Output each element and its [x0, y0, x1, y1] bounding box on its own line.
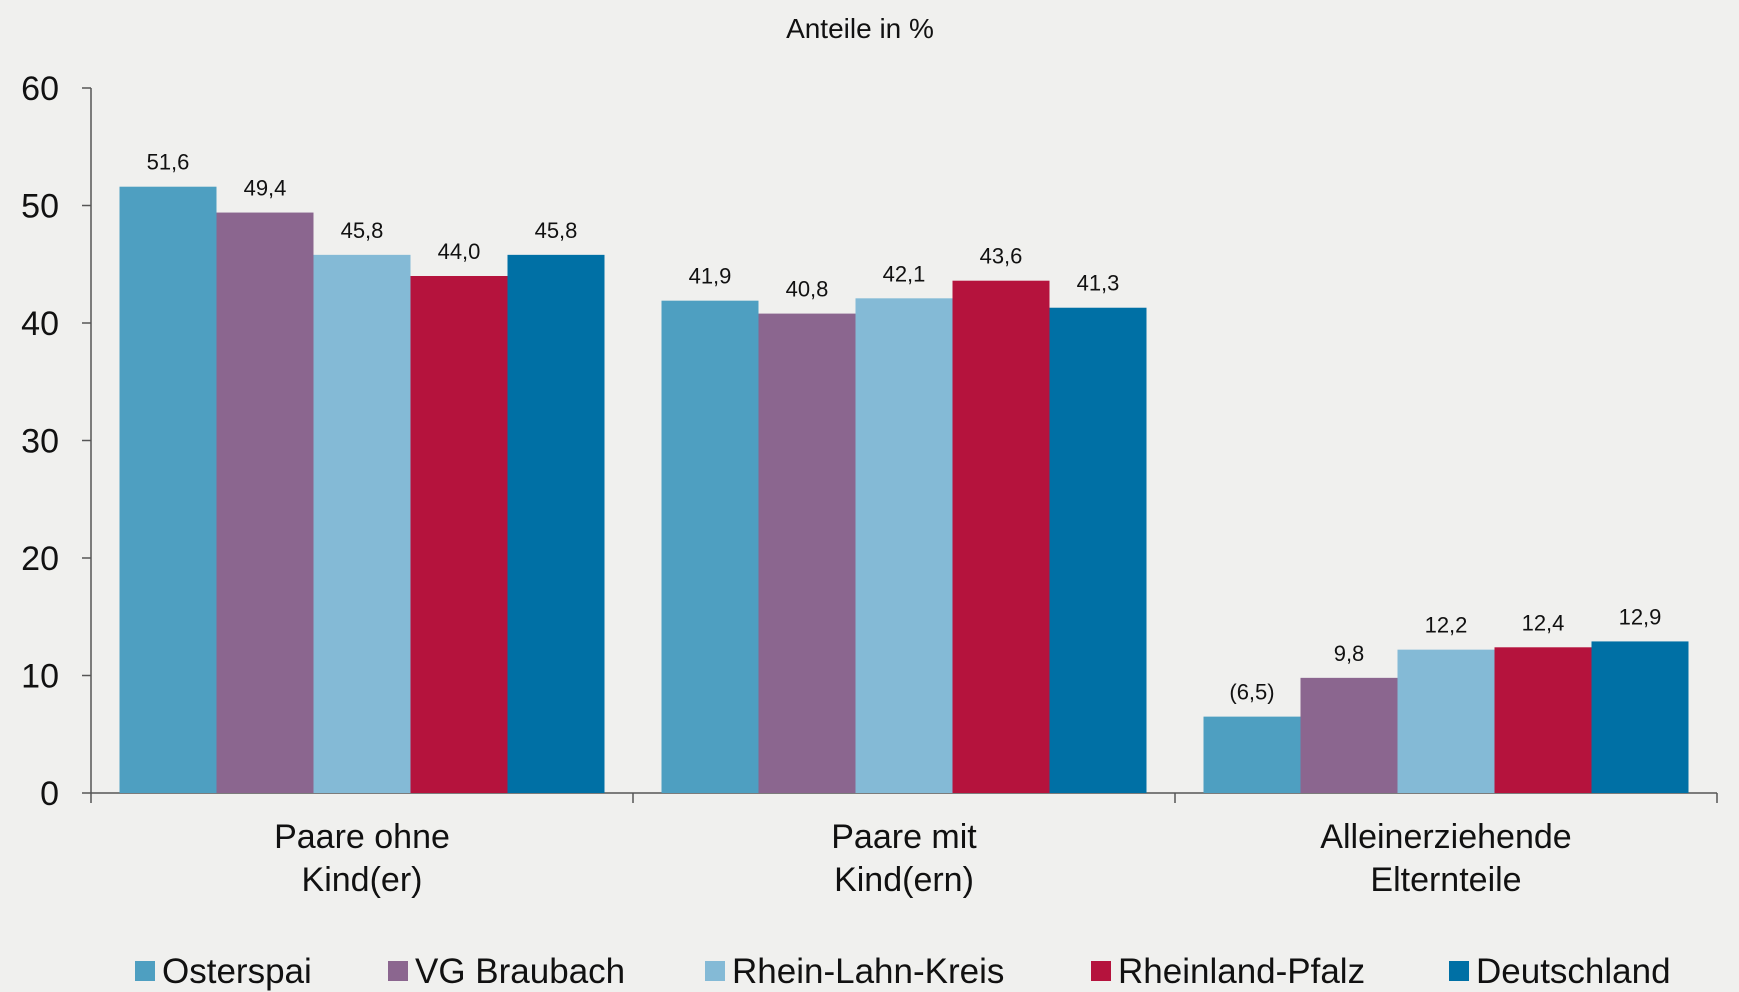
chart-title: Anteile in % [786, 13, 934, 44]
bar-deutschland [507, 254, 605, 794]
bar-rhein-lahn-kreis [313, 254, 411, 794]
legend-swatch [705, 961, 725, 981]
bar-rheinland-pfalz [952, 280, 1050, 793]
y-tick-label: 40 [21, 305, 59, 343]
legend-label: Osterspai [162, 952, 312, 991]
data-label: 49,4 [244, 176, 287, 201]
legend: Osterspai VG Braubach Rhein-Lahn-Kreis Rhei… [135, 952, 1671, 991]
data-label: 51,6 [147, 150, 190, 175]
legend-swatch [1449, 961, 1469, 981]
bar-vg-braubach [758, 313, 856, 793]
y-tick-label: 60 [21, 70, 59, 108]
bar-rhein-lahn-kreis [1397, 649, 1495, 793]
legend-label: VG Braubach [415, 952, 625, 991]
data-label: 43,6 [980, 244, 1023, 269]
y-tick-label: 20 [21, 540, 59, 578]
data-label: 44,0 [438, 239, 481, 264]
bar-deutschland [1591, 641, 1689, 793]
category-label: Alleinerziehende [1320, 818, 1571, 856]
bars-layer [119, 186, 1689, 794]
legend-swatch [388, 961, 408, 981]
data-label: 40,8 [786, 277, 829, 302]
category-label: Kind(ern) [834, 861, 974, 899]
legend-swatch [1091, 961, 1111, 981]
y-tick-label: 10 [21, 658, 59, 696]
bar-rhein-lahn-kreis [855, 298, 953, 793]
data-labels-layer: 51,6 49,4 45,8 44,0 45,8 41,9 40,8 42,1 43,6 41,3… [147, 150, 1662, 705]
category-label: Paare mit [831, 818, 977, 856]
data-label: 41,3 [1077, 271, 1120, 296]
data-label: 12,9 [1619, 604, 1662, 629]
bar-osterspai [661, 300, 759, 793]
category-label: Kind(er) [302, 861, 423, 899]
bar-deutschland [1049, 307, 1147, 793]
legend-label: Rheinland-Pfalz [1118, 952, 1365, 991]
legend-label: Deutschland [1476, 952, 1671, 991]
legend-swatch [135, 961, 155, 981]
bar-rheinland-pfalz [1494, 647, 1592, 793]
category-labels-layer: Paare ohne Kind(er) Paare mit Kind(ern) Alle… [274, 818, 1572, 899]
data-label: 12,2 [1425, 613, 1468, 638]
bar-vg-braubach [1300, 677, 1398, 793]
data-label: 45,8 [535, 218, 578, 243]
y-tick-label: 30 [21, 423, 59, 461]
data-label: 12,4 [1522, 610, 1565, 635]
data-label: 41,9 [689, 264, 732, 289]
data-label: (6,5) [1229, 680, 1274, 705]
bar-rheinland-pfalz [410, 276, 508, 793]
bar-vg-braubach [216, 212, 314, 794]
y-tick-label: 50 [21, 188, 59, 226]
data-label: 9,8 [1334, 641, 1365, 666]
category-label: Elternteile [1370, 861, 1521, 899]
x-axis [90, 792, 1718, 803]
data-label: 45,8 [341, 218, 384, 243]
bar-osterspai [1203, 716, 1301, 793]
bar-osterspai [119, 186, 217, 793]
category-label: Paare ohne [274, 818, 450, 856]
y-tick-label: 0 [40, 775, 59, 813]
data-label: 42,1 [883, 261, 926, 286]
y-axis: 0 10 20 30 40 50 60 [21, 70, 92, 813]
legend-label: Rhein-Lahn-Kreis [732, 952, 1004, 991]
